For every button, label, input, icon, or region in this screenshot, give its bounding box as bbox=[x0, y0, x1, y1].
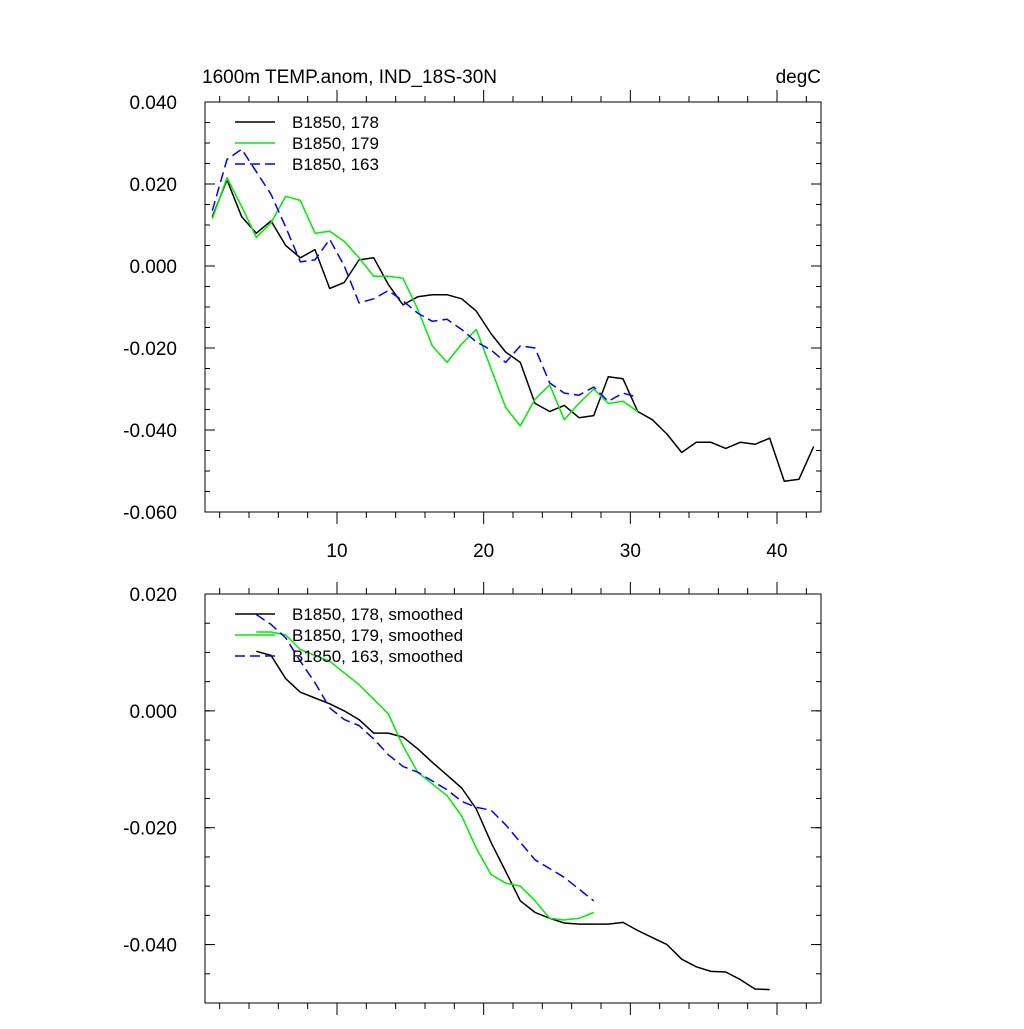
y-tick-label: 0.020 bbox=[129, 175, 177, 196]
series-line-2 bbox=[211, 177, 639, 427]
y-tick-label: 0.000 bbox=[129, 257, 177, 278]
series-line-1 bbox=[256, 650, 770, 991]
legend-label: B1850, 163, smoothed bbox=[292, 647, 463, 666]
y-tick-label: 0.020 bbox=[129, 585, 177, 606]
legend-label: B1850, 178, smoothed bbox=[292, 605, 463, 624]
y-tick-label: 0.000 bbox=[129, 702, 177, 723]
series-line-2 bbox=[256, 631, 594, 921]
series-line-3 bbox=[255, 613, 595, 902]
series-line-3 bbox=[211, 148, 638, 403]
y-tick-label: -0.060 bbox=[123, 503, 177, 524]
top-panel: 0.040 0.020 0.000 -0.020 -0.040 -0.060 10 20 30 4… bbox=[123, 90, 822, 562]
y-tick-label: 0.040 bbox=[129, 93, 177, 114]
y-tick-label: -0.020 bbox=[123, 819, 177, 840]
chart-title: 1600m TEMP.anom, IND_18S-30N bbox=[202, 67, 497, 88]
legend-label: B1850, 178 bbox=[292, 113, 379, 132]
legend-label: B1850, 179, smoothed bbox=[292, 626, 463, 645]
series-line-1 bbox=[211, 179, 815, 483]
y-tick-label: -0.020 bbox=[123, 339, 177, 360]
x-tick-label: 30 bbox=[620, 541, 641, 562]
bottom-panel: 0.020 0.000 -0.020 -0.040 B1850, 178, smooth… bbox=[123, 582, 822, 1015]
x-tick-label: 20 bbox=[473, 541, 494, 562]
legend-label: B1850, 179 bbox=[292, 134, 379, 153]
y-tick-label: -0.040 bbox=[123, 421, 177, 442]
units-label: degC bbox=[776, 67, 821, 88]
x-tick-label: 10 bbox=[326, 541, 347, 562]
y-tick-label: -0.040 bbox=[123, 936, 177, 957]
legend-label: B1850, 163 bbox=[292, 155, 379, 174]
x-tick-label: 40 bbox=[766, 541, 787, 562]
